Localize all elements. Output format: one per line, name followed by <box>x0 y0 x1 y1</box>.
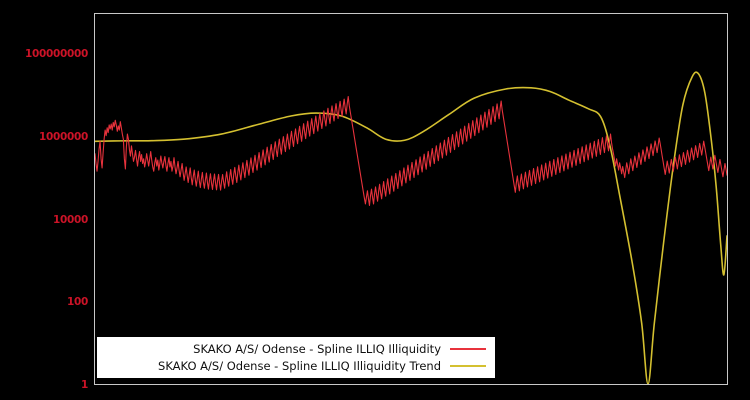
legend-item-illiquidity[interactable]: SKAKO A/S/ Odense - Spline ILLIQ Illiqui… <box>98 340 494 357</box>
y-tick-label: 1000000 <box>38 131 88 143</box>
legend-swatch-illiquidity <box>450 347 486 350</box>
series-illiquidity-group <box>95 96 727 207</box>
y-axis-tick-labels: 100000000 1000000 10000 100 1 <box>0 0 88 400</box>
series-trend-group <box>95 71 727 384</box>
chart-canvas <box>95 71 727 384</box>
y-tick-label: 100000000 <box>24 48 88 61</box>
y-tick-label: 1 <box>80 379 88 391</box>
plot-area <box>94 13 728 385</box>
legend-swatch-trend <box>450 364 486 367</box>
y-tick-label: 10000 <box>52 213 88 226</box>
legend-label-trend: SKAKO A/S/ Odense - Spline ILLIQ Illiqui… <box>158 358 441 373</box>
trend-line-path <box>95 71 727 384</box>
legend-label-illiquidity: SKAKO A/S/ Odense - Spline ILLIQ Illiqui… <box>193 341 441 356</box>
illiquidity-line-path <box>95 96 727 207</box>
legend-item-trend[interactable]: SKAKO A/S/ Odense - Spline ILLIQ Illiqui… <box>98 357 494 374</box>
y-tick-label: 100 <box>66 296 88 309</box>
chart-legend[interactable]: SKAKO A/S/ Odense - Spline ILLIQ Illiqui… <box>97 337 495 378</box>
